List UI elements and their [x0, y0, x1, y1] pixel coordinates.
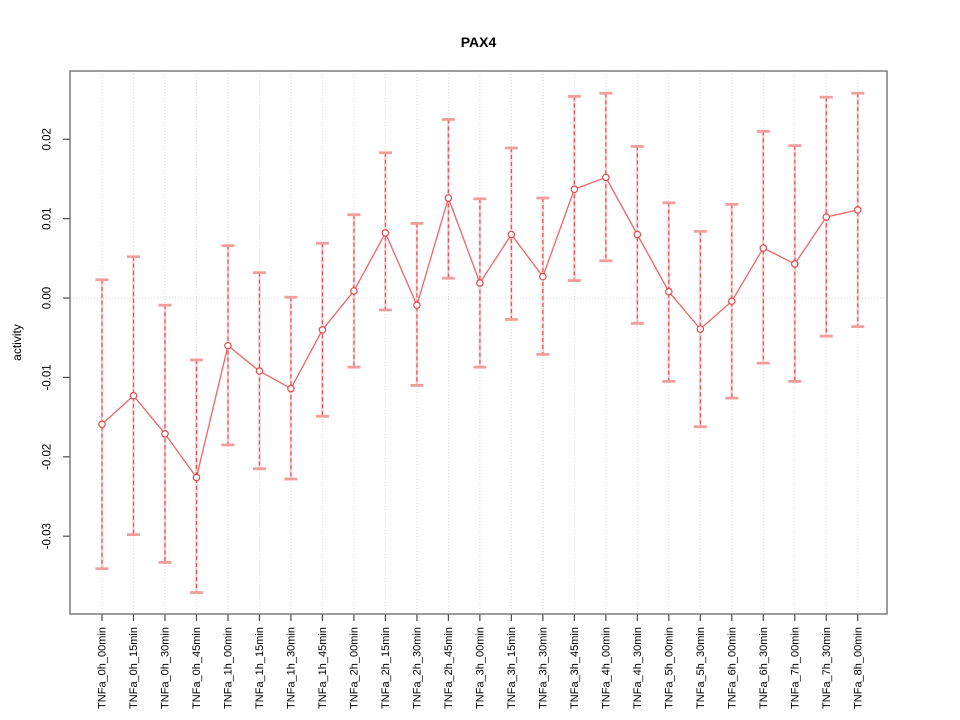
x-tick-label: TNFa_5h_30min — [695, 627, 707, 709]
x-tick-label: TNFa_4h_00min — [600, 627, 612, 709]
x-tick-label: TNFa_5h_00min — [663, 627, 675, 709]
data-point — [98, 420, 106, 429]
data-point — [161, 429, 169, 438]
y-tick-label: 0.02 — [42, 128, 54, 150]
data-point — [759, 244, 768, 252]
chart-title: PAX4 — [461, 34, 497, 50]
x-tick-label: TNFa_0h_15min — [128, 627, 140, 709]
x-tick-label: TNFa_2h_00min — [348, 627, 360, 709]
data-point — [287, 384, 295, 393]
data-point — [696, 325, 705, 333]
x-tick-label: TNFa_1h_00min — [222, 627, 234, 709]
y-tick-label: -0.01 — [42, 364, 54, 390]
data-point — [633, 230, 642, 239]
data-point — [444, 194, 453, 202]
data-series — [95, 91, 865, 594]
x-tick-label: TNFa_3h_30min — [537, 627, 549, 709]
data-point — [727, 297, 736, 306]
x-tick-label: TNFa_6h_30min — [758, 627, 770, 709]
data-point — [665, 287, 673, 296]
data-point — [129, 391, 138, 400]
data-point — [381, 229, 390, 237]
data-point — [192, 473, 201, 482]
data-point — [570, 185, 579, 194]
x-tick-label: TNFa_3h_45min — [569, 627, 581, 709]
x-tick-label: TNFa_1h_45min — [317, 627, 329, 709]
axis-ticks: -0.03 -0.02 -0.01 0.00 0.01 0.02 TNFa_0h_00min… — [42, 128, 865, 709]
x-tick-label: TNFa_0h_45min — [191, 627, 203, 709]
x-tick-label: TNFa_6h_00min — [726, 627, 738, 709]
data-point — [507, 230, 516, 239]
x-tick-label: TNFa_3h_00min — [474, 627, 486, 709]
plot-frame — [69, 70, 888, 615]
data-point — [790, 260, 799, 268]
data-point — [822, 213, 831, 221]
x-tick-label: TNFa_1h_15min — [254, 627, 266, 709]
x-tick-label: TNFa_2h_30min — [411, 627, 423, 709]
y-axis-label: activity — [10, 324, 24, 361]
data-point — [350, 287, 358, 295]
data-point — [602, 173, 610, 182]
x-tick-label: TNFa_0h_00min — [97, 627, 109, 709]
data-point — [318, 325, 327, 334]
y-tick-label: -0.03 — [42, 523, 54, 549]
y-tick-label: -0.02 — [42, 444, 54, 470]
data-point — [413, 301, 421, 309]
x-tick-label: TNFa_7h_00min — [789, 627, 801, 709]
x-tick-label: TNFa_4h_30min — [632, 627, 644, 709]
y-tick-label: 0.01 — [42, 207, 54, 229]
data-point — [539, 272, 547, 281]
data-point — [476, 279, 484, 287]
x-tick-label: TNFa_7h_30min — [821, 627, 833, 709]
data-point — [255, 367, 264, 375]
x-tick-label: TNFa_2h_15min — [380, 627, 392, 709]
x-tick-label: TNFa_0h_30min — [159, 627, 171, 709]
data-point — [224, 341, 232, 350]
data-point — [853, 206, 862, 214]
x-tick-label: TNFa_3h_15min — [506, 627, 518, 709]
y-tick-label: 0.00 — [42, 287, 54, 309]
x-tick-label: TNFa_1h_30min — [285, 627, 297, 709]
x-tick-label: TNFa_2h_45min — [443, 627, 455, 709]
x-tick-label: TNFa_8h_00min — [852, 627, 864, 709]
